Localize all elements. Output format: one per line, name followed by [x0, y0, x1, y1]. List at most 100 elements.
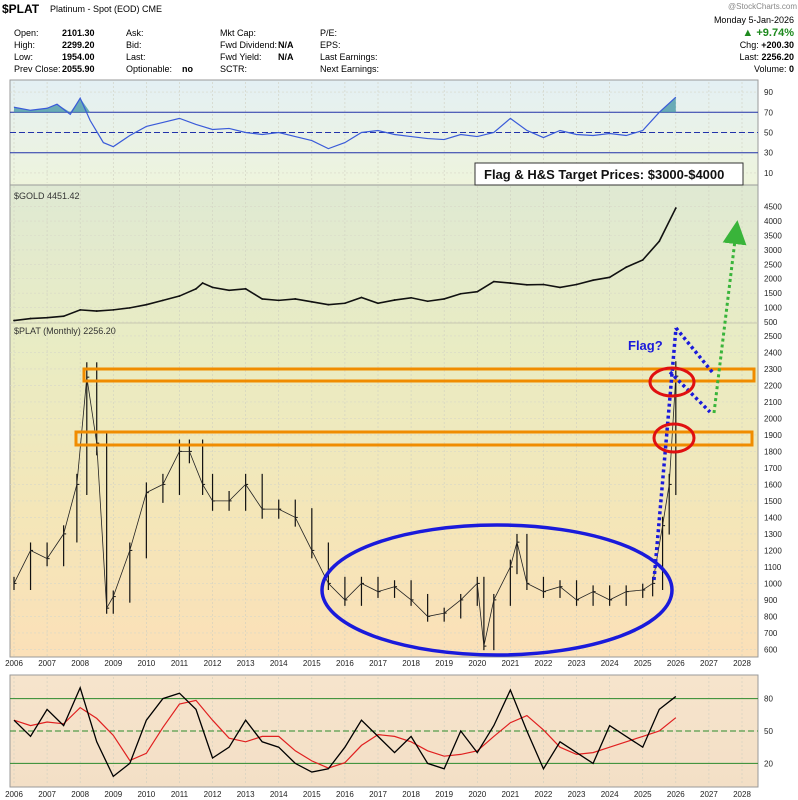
gold-point [410, 296, 412, 299]
x-tick-label: 2013 [237, 659, 255, 668]
quote-mid1-label: Bid: [126, 40, 142, 50]
gold-point [62, 315, 65, 318]
gold-tick-label: 2500 [764, 260, 782, 269]
gold-tick-label: 2000 [764, 275, 782, 284]
rsi-line [13, 96, 677, 150]
x-tick-label: 2022 [535, 659, 553, 668]
gold-tick-label: 3000 [764, 246, 782, 255]
gold-point [310, 300, 313, 303]
quote-mid3-label: Last Earnings: [320, 52, 378, 62]
quote-mid2-label: Mkt Cap: [220, 28, 257, 38]
gold-point [658, 240, 661, 243]
quote-left-value: 2101.30 [62, 28, 95, 38]
gold-point [509, 282, 512, 284]
gold-point [559, 286, 561, 289]
quote-right-row: Last: 2256.20 [739, 52, 794, 62]
quote-mid3-label: P/E: [320, 28, 338, 38]
stoch-tick-label: 50 [764, 727, 773, 736]
resistance-box-2250 [82, 367, 756, 383]
x-tick-label: 2023 [568, 790, 586, 799]
plat-tick-label: 2400 [764, 348, 782, 357]
flagpole-line [652, 327, 678, 581]
plat-title: $PLAT (Monthly) 2256.20 [14, 326, 116, 336]
x-tick-label: 2007 [38, 790, 56, 799]
x-tick-label: 2008 [71, 659, 89, 668]
rsi-tick-label: 70 [764, 108, 773, 117]
plat-tick-label: 2000 [764, 414, 782, 423]
x-tick-label: 2016 [336, 790, 354, 799]
plat-tick-label: 1300 [764, 530, 782, 539]
gold-point [162, 299, 164, 302]
gold-point [128, 306, 131, 309]
target-price-text: Flag & H&S Target Prices: $3000-$4000 [484, 167, 724, 182]
gold-point [211, 286, 214, 289]
gold-point [29, 317, 32, 320]
gold-tick-label: 500 [764, 318, 778, 327]
quote-left-value: 1954.00 [62, 52, 95, 62]
gold-point [641, 259, 644, 261]
quote-mid2-label: Fwd Dividend: [220, 40, 278, 50]
plat-tick-label: 700 [764, 629, 778, 638]
change-percent: ▲ +9.74% [742, 27, 794, 39]
plat-tick-label: 1800 [764, 447, 782, 456]
x-tick-label: 2017 [369, 790, 387, 799]
x-tick-label: 2012 [204, 659, 222, 668]
gold-point [393, 299, 396, 301]
x-tick-label: 2006 [5, 790, 23, 799]
gold-point [112, 308, 115, 311]
x-tick-label: 2021 [501, 790, 519, 799]
quote-right-label: Last: [739, 52, 762, 62]
x-tick-label: 2009 [104, 790, 122, 799]
quote-mid1-label: Ask: [126, 28, 144, 38]
quote-mid1-value: no [182, 64, 193, 74]
x-tick-label: 2014 [270, 659, 288, 668]
x-tick-label: 2019 [435, 790, 453, 799]
base-ellipse [320, 523, 674, 657]
gold-point [195, 287, 197, 290]
x-tick-label: 2024 [601, 790, 619, 799]
gold-point [261, 298, 264, 300]
quote-left-label: Open: [14, 28, 39, 38]
gold-point [542, 283, 545, 286]
x-tick-label: 2016 [336, 659, 354, 668]
x-tick-label: 2024 [601, 659, 619, 668]
rsi-tick-label: 30 [764, 149, 773, 158]
plat-tick-label: 1500 [764, 497, 782, 506]
gold-point [426, 300, 429, 303]
x-tick-label: 2009 [104, 659, 122, 668]
x-tick-label: 2006 [5, 659, 23, 668]
quote-left-value: 2299.20 [62, 40, 95, 50]
watermark: @StockCharts.com [728, 2, 798, 11]
gold-point [344, 302, 346, 305]
x-tick-label: 2028 [733, 790, 751, 799]
gold-tick-label: 4500 [764, 203, 782, 212]
gold-point [625, 266, 628, 269]
x-tick-label: 2018 [402, 659, 420, 668]
gold-point [476, 290, 479, 293]
quote-mid2-value: N/A [278, 40, 294, 50]
gold-point [526, 283, 528, 286]
change-percent-value: +9.74% [756, 27, 794, 39]
x-tick-label: 2021 [501, 659, 519, 668]
x-tick-label: 2023 [568, 659, 586, 668]
x-tick-label: 2020 [468, 659, 486, 668]
quote-mid1-label: Last: [126, 52, 146, 62]
rsi-tick-label: 90 [764, 88, 773, 97]
gold-point [377, 302, 379, 305]
plat-tick-label: 2500 [764, 332, 782, 341]
x-tick-label: 2026 [667, 790, 685, 799]
plat-tick-label: 800 [764, 612, 778, 621]
quote-header: $PLAT Platinum - Spot (EOD) CME @StockCh… [0, 0, 798, 78]
x-tick-label: 2025 [634, 790, 652, 799]
rsi-tick-label: 50 [764, 129, 773, 138]
x-tick-label: 2008 [71, 790, 89, 799]
stoch-tick-label: 80 [764, 695, 773, 704]
x-tick-label: 2027 [700, 790, 718, 799]
x-tick-label: 2011 [171, 790, 189, 799]
quote-left-value: 2055.90 [62, 64, 95, 74]
plat-tick-label: 2100 [764, 398, 782, 407]
plat-tick-label: 1700 [764, 464, 782, 473]
gold-tick-label: 3500 [764, 231, 782, 240]
